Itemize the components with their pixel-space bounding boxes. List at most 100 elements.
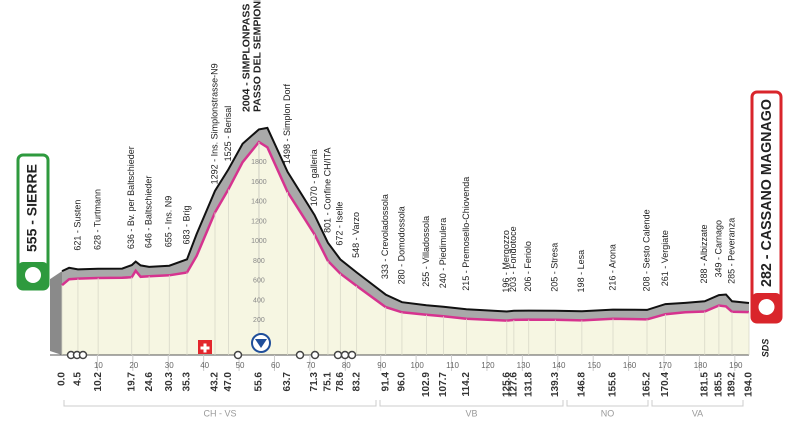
km-label: 24.6 — [144, 372, 155, 392]
y-tick-label: 1000 — [251, 238, 267, 245]
y-tick-label: 200 — [253, 317, 265, 324]
km-label: 83.2 — [351, 372, 362, 392]
waypoint-label: 280 - Domodossola — [396, 206, 406, 284]
region-label: VB — [465, 408, 477, 418]
waypoint-label: 628 - Turtmann — [92, 189, 102, 250]
region-bracket — [379, 400, 564, 407]
region-bracket — [651, 400, 744, 407]
waypoint-label: 198 - Lesa — [576, 250, 586, 293]
km-label: 125.6 — [501, 372, 512, 397]
waypoint-label: 216 - Arona — [607, 244, 617, 291]
finish-icon — [758, 299, 775, 315]
region-label: VA — [692, 408, 703, 418]
x-tick-label: 190 — [729, 361, 743, 370]
km-label: 30.3 — [164, 372, 175, 392]
waypoint-label: 208 - Sesto Calende — [641, 209, 651, 291]
icon — [233, 350, 243, 360]
km-label: 102.9 — [421, 372, 432, 397]
waypoint-label: 205 - Stresa — [550, 243, 560, 292]
waypoint-label: 621 - Susten — [72, 200, 82, 251]
profile-side — [50, 271, 62, 355]
km-label: 185.5 — [714, 372, 725, 397]
y-tick-label: 1200 — [251, 218, 267, 225]
waypoint-label: 240 - Piedimulera — [438, 218, 448, 289]
x-tick-label: 90 — [377, 361, 386, 370]
waypoint-label: 1525 - Berisal — [223, 106, 233, 162]
km-label: 155.6 — [608, 372, 619, 397]
x-tick-label: 30 — [165, 361, 174, 370]
waypoint-label: 1498 - Simplon Dorf — [282, 83, 292, 164]
x-tick-label: 20 — [129, 361, 138, 370]
region-label: CH - VS — [203, 408, 236, 418]
icons — [66, 350, 357, 360]
km-label: 78.6 — [335, 372, 346, 392]
x-tick-label: 80 — [342, 361, 351, 370]
km-label: 75.1 — [323, 372, 334, 392]
km-label: 63.7 — [282, 372, 293, 392]
icon — [333, 350, 343, 360]
summit-label: 2004 - SIMPLONPASS — [241, 4, 253, 112]
km-label: 35.3 — [182, 372, 193, 392]
waypoint-label: 646 - Baltschieder — [143, 176, 153, 249]
waypoint-label: 1070 - galleria — [309, 149, 319, 206]
summit-icon-mark — [255, 339, 267, 348]
waypoint-label: 349 - Carnago — [713, 220, 723, 278]
region-label: NO — [601, 408, 615, 418]
x-tick-label: 110 — [446, 361, 459, 370]
y-tick-label: 1800 — [251, 159, 267, 166]
x-tick-label: 60 — [271, 361, 280, 370]
x-tick-label: 40 — [200, 361, 209, 370]
waypoint-label: 683 - Brig — [181, 205, 191, 244]
km-label: 47.0 — [223, 372, 234, 392]
road-edge — [61, 126, 750, 313]
icon — [78, 350, 88, 360]
waypoint-label: 285 - Peveranza — [726, 218, 736, 284]
region-bracket — [566, 400, 649, 407]
x-tick-label: 100 — [410, 361, 424, 370]
start-label: 555 - SIERRE — [24, 164, 40, 252]
km-label: 91.4 — [380, 372, 391, 392]
waypoint-label: 672 - Iselle — [335, 202, 345, 246]
region-bracket — [63, 400, 377, 407]
waypoint-label: 215 - Premosello-Chiovenda — [461, 177, 471, 291]
km-label: 114.2 — [461, 372, 472, 397]
waypoint-label: 548 - Varzo — [351, 212, 361, 258]
km-label: 55.6 — [254, 372, 265, 392]
x-tick-label: 50 — [236, 361, 245, 370]
km-label: 139.3 — [550, 372, 561, 397]
x-tick-label: 130 — [517, 361, 531, 370]
km-label: 10.2 — [93, 372, 104, 392]
x-tick-label: 160 — [623, 361, 637, 370]
x-tick-label: 140 — [552, 361, 566, 370]
km-label: 107.7 — [438, 372, 449, 397]
waypoint-label: 261 - Vergiate — [660, 230, 670, 286]
finish-label: 282 - CASSANO MAGNAGO — [758, 99, 775, 287]
road-band — [62, 127, 749, 321]
x-tick-label: 70 — [306, 361, 315, 370]
km-label: 4.5 — [73, 372, 84, 386]
icon — [310, 350, 320, 360]
km-label: 19.7 — [126, 372, 137, 392]
logo: SDS — [760, 339, 770, 358]
y-tick-label: 800 — [253, 258, 265, 265]
icon — [340, 350, 350, 360]
waypoint-label: 203 - Fondotoce — [508, 226, 518, 292]
chart-layer: 10 20 30 40 50 60 70 80 90 100 110 120 130 140 150 160 1… — [57, 0, 755, 418]
waypoint-label: 636 - Bv. per Baltschieder — [126, 146, 136, 249]
km-label: 127.6 — [509, 372, 520, 397]
summit-label: PASSO DEL SEMPIONE — [252, 0, 264, 112]
km-label: 170.4 — [660, 372, 671, 397]
y-tick-label: 1400 — [251, 199, 267, 206]
x-tick-label: 150 — [588, 361, 602, 370]
icon — [295, 350, 305, 360]
km-label: 0.0 — [57, 372, 68, 386]
background — [50, 126, 750, 371]
km-label: 96.0 — [397, 372, 408, 392]
waypoint-label: 196 - Mergozzo — [501, 230, 511, 293]
y-tick-label: 400 — [253, 297, 265, 304]
waypoint-label: 801 - Confine CH/ITA — [322, 147, 332, 232]
km-label: 189.2 — [727, 372, 738, 397]
waypoint-label: 333 - Crevoladossola — [380, 194, 390, 279]
x-tick-label: 10 — [94, 361, 103, 370]
